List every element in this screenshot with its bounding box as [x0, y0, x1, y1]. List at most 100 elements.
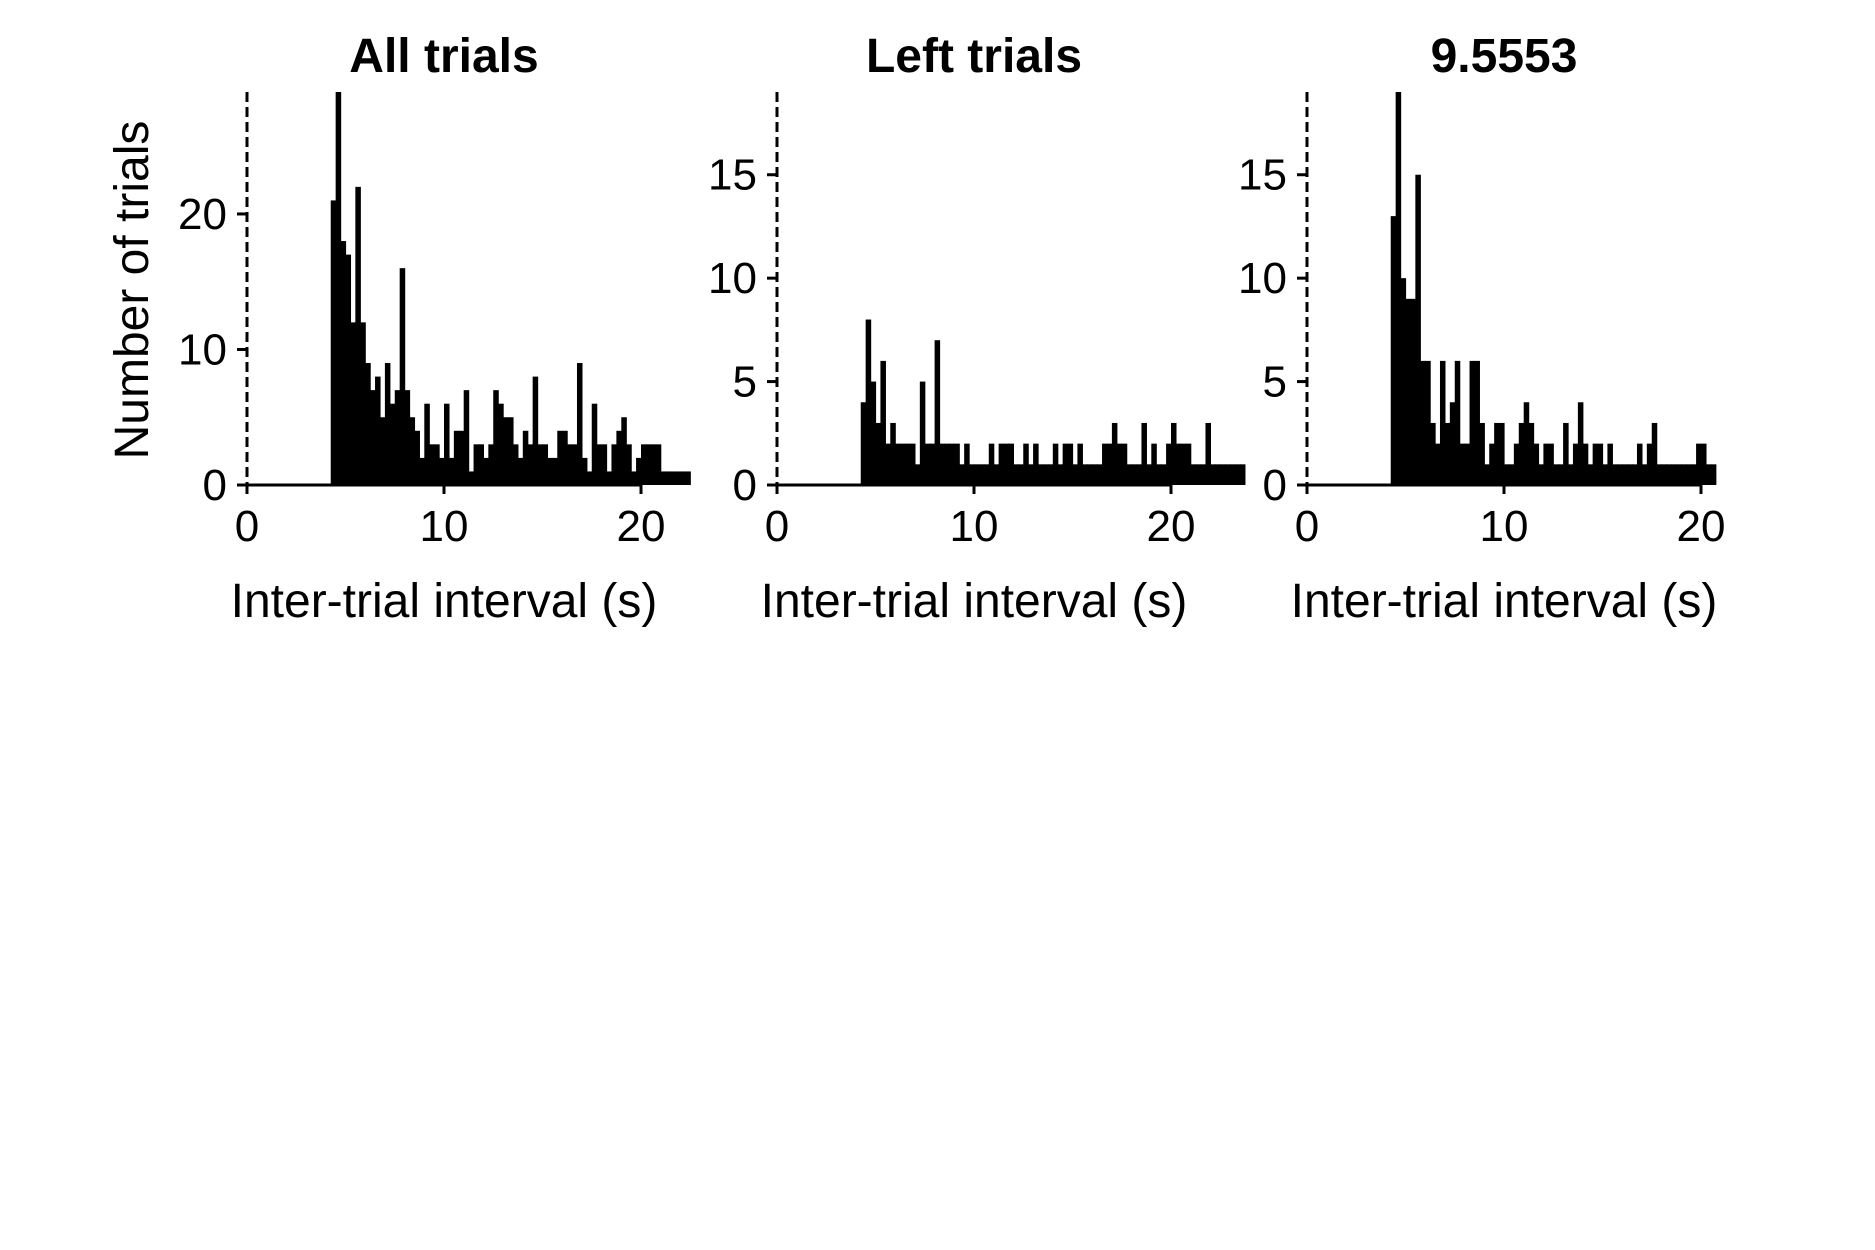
histogram-bar: [576, 363, 583, 485]
histogram-bar: [1102, 443, 1108, 485]
histogram-bar: [860, 402, 867, 485]
histogram-bar: [665, 471, 672, 485]
histogram-bar: [631, 471, 637, 485]
histogram-bar: [900, 443, 906, 485]
histogram-bar: [1696, 443, 1702, 485]
histogram-bar: [1607, 443, 1613, 485]
histogram-bar: [552, 457, 558, 485]
histogram-bar: [1146, 464, 1152, 485]
histogram-bar: [880, 360, 886, 485]
histogram-bar: [924, 443, 931, 485]
histogram-bar: [1572, 443, 1579, 485]
histogram-bar: [1166, 443, 1172, 485]
histogram-bar: [1686, 464, 1692, 485]
histogram-bar: [1469, 360, 1476, 485]
histogram-bar: [616, 430, 622, 485]
histogram-bar: [1161, 464, 1167, 485]
histogram-bar: [909, 443, 916, 485]
histogram-bar: [636, 457, 642, 485]
y-tick-label: 10: [178, 325, 227, 374]
histogram-bar: [870, 381, 877, 485]
histogram-bar: [1563, 422, 1569, 485]
histogram-bar: [1508, 464, 1515, 485]
histogram-bar: [1215, 464, 1221, 485]
histogram-bar: [1671, 464, 1677, 485]
x-tick-label: 20: [1147, 502, 1196, 551]
histogram-bar: [419, 457, 425, 485]
histogram-bar: [1195, 464, 1202, 485]
histogram-bar: [508, 417, 514, 485]
histogram-bar: [1013, 464, 1019, 485]
histogram-bar: [1400, 278, 1407, 485]
histogram-bar: [1077, 443, 1083, 485]
histogram-bar: [444, 403, 450, 485]
histogram-bar: [379, 417, 386, 485]
x-tick-label: 10: [1480, 502, 1529, 551]
histogram-bar: [370, 390, 376, 485]
histogram-bar: [919, 381, 926, 485]
x-tick-label: 20: [617, 502, 666, 551]
histogram-bar: [1057, 464, 1064, 485]
histogram-bar: [389, 403, 396, 485]
x-tick-label: 10: [420, 502, 469, 551]
histogram-bar: [547, 457, 553, 485]
histogram-bar: [453, 430, 460, 485]
histogram-bar: [626, 444, 632, 485]
histogram-bar: [969, 464, 975, 485]
histogram-bar: [512, 444, 519, 485]
histogram-bar: [1018, 464, 1024, 485]
histogram-bar: [1656, 464, 1663, 485]
histogram-bar: [345, 254, 352, 485]
histogram-panel-value: 9.5553 Inter-trial interval (s) 0 10 20 0 5 1…: [1238, 30, 1725, 628]
histogram-bar: [1082, 464, 1088, 485]
histogram-bar: [974, 464, 980, 485]
histogram-bar: [1235, 464, 1241, 485]
histogram-bar: [1405, 298, 1412, 485]
histogram-bar: [409, 417, 416, 485]
histogram-bar: [1008, 443, 1014, 485]
histogram-bar: [1175, 443, 1182, 485]
histogram-bar: [1533, 443, 1540, 485]
x-axis-label: Inter-trial interval (s): [1291, 575, 1718, 628]
histogram-bar: [1602, 464, 1609, 485]
histogram-bar: [1028, 464, 1034, 485]
histogram-bar: [483, 457, 489, 485]
histogram-bar: [1449, 402, 1456, 485]
y-tick-label: 5: [733, 358, 757, 407]
histogram-bar: [355, 186, 361, 486]
histogram-bar: [1425, 360, 1431, 485]
histogram-bar: [650, 444, 657, 485]
histogram-bar: [567, 444, 573, 485]
histogram-bar: [1459, 443, 1466, 485]
histogram-bar: [384, 363, 391, 485]
histogram-bar: [1592, 443, 1599, 485]
histogram-bar: [1661, 464, 1668, 485]
histogram-bar: [954, 443, 960, 485]
histogram-bar: [1641, 464, 1648, 485]
histogram-bar: [1622, 464, 1628, 485]
y-tick-label: 20: [178, 190, 227, 239]
histogram-bar: [1489, 443, 1495, 485]
histogram-bar: [498, 403, 504, 485]
histogram-bar: [944, 443, 950, 485]
histogram-bar: [978, 464, 985, 485]
histogram-bar: [596, 444, 603, 485]
histogram-bar: [1230, 464, 1236, 485]
histogram-bar: [1479, 422, 1485, 485]
histogram-bar: [949, 443, 955, 485]
bars-group: [330, 92, 691, 486]
histogram-bar: [1225, 464, 1231, 485]
y-tick-label: 5: [1263, 358, 1287, 407]
histogram-bar: [685, 471, 691, 485]
histogram-bar: [1691, 464, 1697, 485]
y-tick-label: 10: [708, 254, 757, 303]
histogram-bar: [1627, 464, 1633, 485]
histogram-bar: [375, 376, 381, 485]
histogram-bar: [1111, 422, 1118, 485]
histogram-bar: [601, 444, 608, 485]
histogram-bar: [1523, 402, 1530, 485]
histogram-bar: [934, 340, 941, 485]
histogram-bar: [1200, 464, 1207, 485]
histogram-bar: [865, 319, 872, 485]
